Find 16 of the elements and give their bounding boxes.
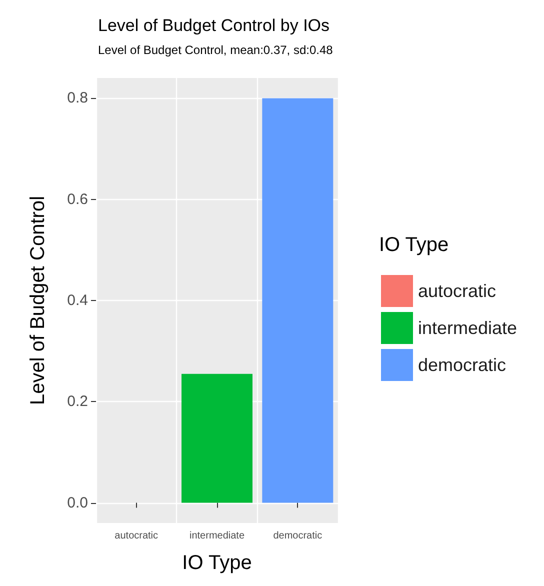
y-tick-label: 0.4 — [67, 292, 88, 309]
legend-label: democratic — [418, 355, 506, 375]
x-tick-label: democratic — [273, 530, 322, 542]
x-tick-label: autocratic — [114, 530, 158, 542]
y-axis-title: Level of Budget Control — [27, 196, 49, 406]
y-tick-label: 0.8 — [67, 90, 88, 107]
y-tick-label: 0.6 — [67, 190, 88, 208]
legend-label: autocratic — [418, 281, 496, 301]
legend-title: IO Type — [379, 234, 449, 256]
legend-label: intermediate — [418, 318, 518, 338]
x-axis-title: IO Type — [182, 552, 252, 574]
x-tick-label: intermediate — [189, 530, 245, 542]
chart-subtitle: Level of Budget Control, mean:0.37, sd:0.48 — [98, 43, 334, 57]
y-tick-label: 0.2 — [67, 393, 88, 410]
chart-title: Level of Budget Control by IOs — [98, 16, 330, 35]
y-tick-label: 0.0 — [67, 494, 88, 512]
